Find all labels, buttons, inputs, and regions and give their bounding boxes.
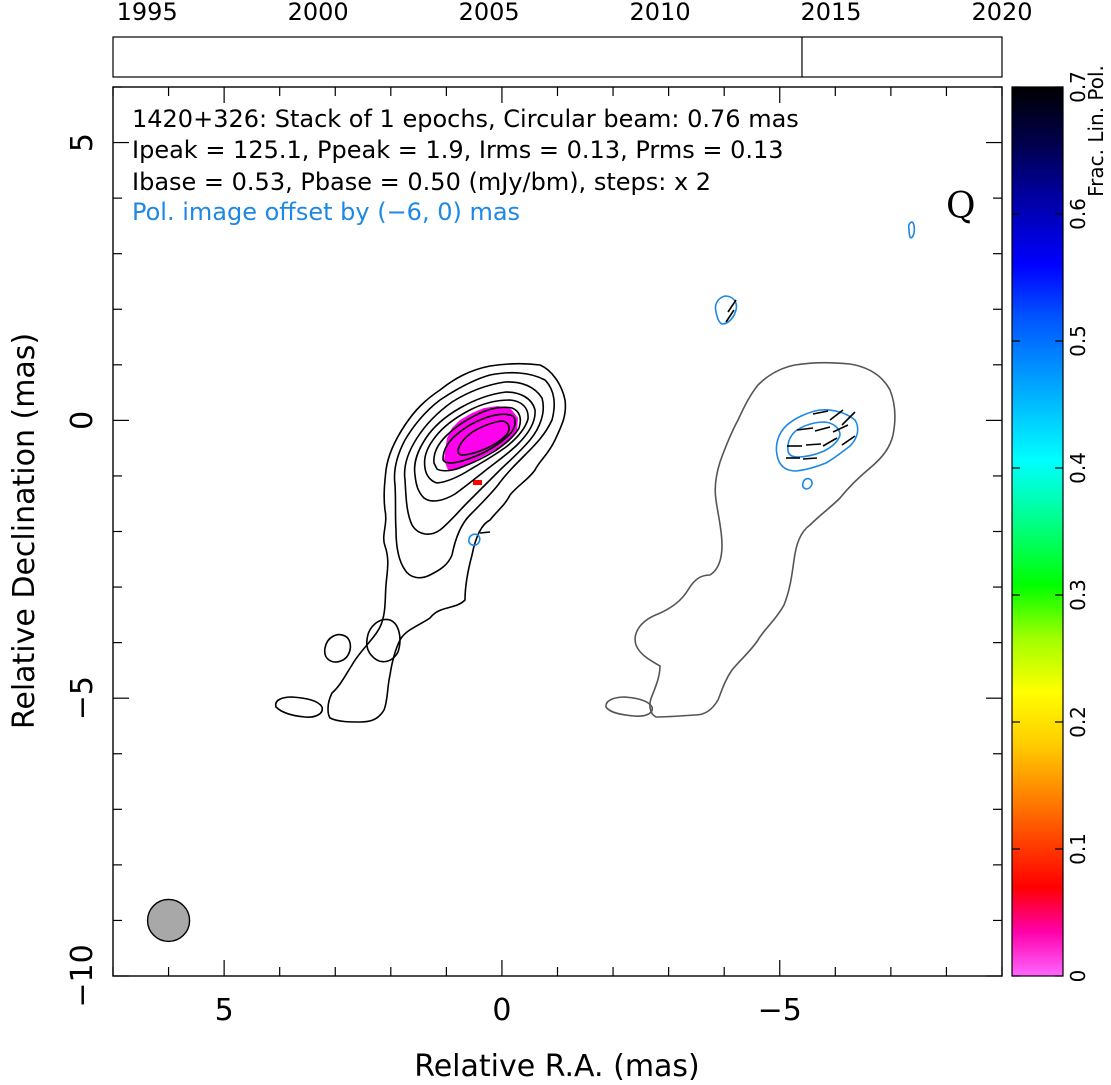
contour-level-6: [433, 406, 522, 472]
contour-blob-south-3: [365, 618, 401, 663]
axis-ticks: [112, 86, 1003, 977]
colorbar-tick-label: 0.2: [1066, 706, 1090, 738]
evpa-11: [822, 437, 838, 447]
timeline-year-label: 1995: [117, 0, 178, 26]
colorbar-label: Frac. Lin. Pol.: [1084, 65, 1108, 197]
contour-level-3: [403, 381, 545, 535]
colorbar-tick-label: 0.5: [1066, 325, 1090, 357]
y-tick-label: 0: [65, 411, 100, 430]
timeline: 1995 2000 2005 2010 2015 2020: [112, 0, 1033, 78]
x-tick-label: 0: [492, 993, 511, 1028]
colorbar-tick-label: 0: [1066, 970, 1090, 983]
evpa-12: [841, 435, 856, 446]
x-axis-label: Relative R.A. (mas): [414, 1049, 700, 1084]
contour-level-8: [457, 420, 510, 456]
annotation-line-4: Pol. image offset by (−6, 0) mas: [132, 198, 520, 226]
colorbar-tick-label: 0.4: [1066, 452, 1090, 484]
colorbar-gradient: [1011, 86, 1064, 977]
timeline-year-label: 2000: [288, 0, 349, 26]
timeline-frame: [112, 36, 1003, 78]
evpa-3: [812, 410, 829, 415]
evpa-vectors: [479, 299, 856, 534]
quality-letter: Q: [946, 186, 976, 227]
colorbar-tick-label: 0.1: [1066, 833, 1090, 865]
offset-pol-image-contours: [605, 361, 896, 718]
y-axis-label: Relative Declination (mas): [7, 333, 42, 729]
contour-level-4: [413, 391, 536, 502]
annotation-line-2: Ipeak = 125.1, Ppeak = 1.9, Irms = 0.13,…: [132, 136, 784, 164]
evpa-10: [805, 443, 822, 446]
timeline-year-label: 2015: [800, 0, 861, 26]
x-tick-label: 5: [215, 993, 234, 1028]
evpa-14: [802, 457, 818, 460]
pol-contour-far-north: [907, 221, 916, 239]
timeline-year-label: 2010: [630, 0, 691, 26]
offset-contour-outer: [634, 361, 896, 718]
pol-contour-small-1: [801, 477, 813, 490]
pol-contour-outer: [775, 409, 859, 472]
y-tick-label: −5: [65, 676, 100, 720]
timeline-year-labels: 1995 2000 2005 2010 2015 2020: [117, 0, 1033, 26]
evpa-2: [727, 299, 737, 313]
beam-circle: [146, 898, 191, 943]
colorbar-tick-label: 0.3: [1066, 579, 1090, 611]
y-tick-label: 5: [65, 133, 100, 152]
annotation-line-3: Ibase = 0.53, Pbase = 0.50 (mJy/bm), ste…: [132, 168, 711, 196]
pol-contour-north: [714, 295, 738, 325]
evpa-7: [814, 426, 831, 432]
contour-level-7: [442, 413, 516, 464]
stokes-i-contours: [274, 362, 567, 723]
map-panel: 5 0 −5 5 0 −5 −10: [7, 86, 1003, 1084]
colorbar: 0 0.1 0.2 0.3 0.4 0.5 0.6 0.7 Frac. Lin. Pol.: [1011, 65, 1108, 982]
contour-blob-south-1: [274, 696, 324, 718]
contour-blob-south-2: [323, 633, 352, 663]
x-tick-label: −5: [758, 993, 802, 1028]
axis-tick-labels: 5 0 −5 5 0 −5 −10: [65, 133, 802, 1028]
colorbar-tick-label: 0.6: [1066, 198, 1090, 230]
contour-level-2: [393, 371, 555, 579]
evpa-15: [479, 531, 491, 534]
evpa-4: [829, 409, 844, 421]
evpa-6: [796, 427, 814, 431]
evpa-8: [832, 424, 849, 433]
pol-contour-near-core: [468, 533, 481, 546]
frac-pol-red-pixel: [473, 480, 482, 485]
offset-contour-south: [605, 696, 654, 717]
pol-contour-inner: [787, 421, 841, 458]
pol-intensity-contours: [468, 221, 916, 546]
colorbar-tick-label: 0.7: [1066, 71, 1090, 103]
annotation-line-1: 1420+326: Stack of 1 epochs, Circular be…: [132, 105, 799, 133]
evpa-5: [841, 411, 856, 426]
evpa-1: [725, 309, 735, 323]
colorbar-ticks: 0 0.1 0.2 0.3 0.4 0.5 0.6 0.7: [1012, 71, 1090, 982]
timeline-year-label: 2005: [459, 0, 520, 26]
contour-level-5: [423, 399, 529, 484]
timeline-year-label: 2020: [971, 0, 1032, 26]
y-tick-label: −10: [65, 944, 100, 1007]
